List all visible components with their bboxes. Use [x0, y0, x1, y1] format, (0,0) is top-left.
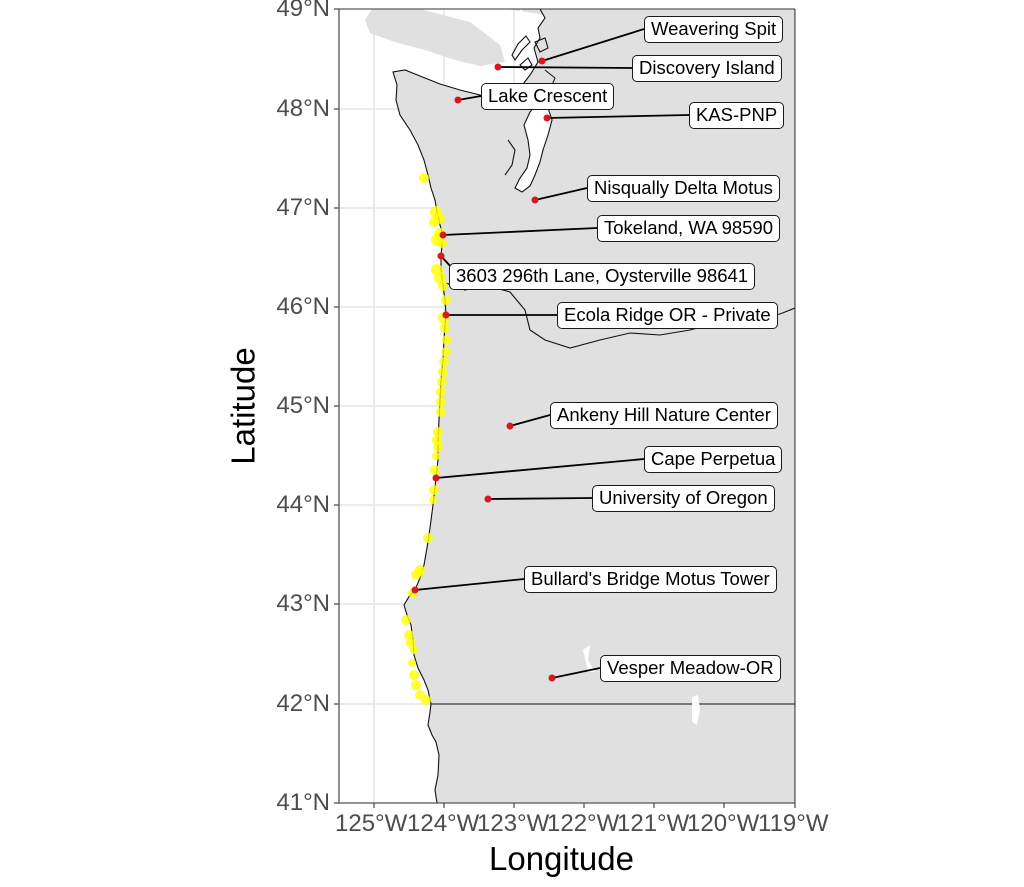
- label-discovery-island: Discovery Island: [632, 55, 782, 82]
- label-cape-perpetua: Cape Perpetua: [644, 446, 783, 473]
- label-tokeland: Tokeland, WA 98590: [597, 215, 781, 242]
- x-tick-125: 125°W: [335, 810, 408, 837]
- y-tick-41: 41°N: [276, 789, 330, 816]
- label-kas-pnp: KAS-PNP: [689, 102, 785, 129]
- label-oysterville: 3603 296th Lane, Oysterville 98641: [449, 263, 756, 290]
- x-tick-123: 123°W: [477, 810, 550, 837]
- axis-ticks: [334, 8, 796, 808]
- coastal-detection-points: [401, 173, 452, 705]
- x-tick-124: 124°W: [407, 810, 480, 837]
- y-tick-43: 43°N: [276, 590, 330, 617]
- y-axis-labels: 49°N 48°N 47°N 46°N 45°N 44°N 43°N 42°N …: [220, 0, 330, 887]
- label-ankeny-hill: Ankeny Hill Nature Center: [550, 402, 778, 429]
- y-tick-44: 44°N: [276, 491, 330, 518]
- label-weavering-spit: Weavering Spit: [644, 16, 784, 43]
- label-university-of-oregon: University of Oregon: [592, 485, 775, 512]
- california-land: [427, 703, 795, 803]
- label-nisqually-delta-motus: Nisqually Delta Motus: [587, 175, 780, 202]
- y-tick-49: 49°N: [276, 0, 330, 22]
- y-axis-title: Latitude: [224, 347, 262, 465]
- puget-sound: [514, 99, 553, 193]
- y-tick-42: 42°N: [276, 690, 330, 717]
- label-ecola-ridge: Ecola Ridge OR - Private: [557, 302, 778, 329]
- label-vesper-meadow: Vesper Meadow-OR: [600, 655, 781, 682]
- label-lake-crescent: Lake Crescent: [481, 83, 615, 110]
- y-tick-47: 47°N: [276, 194, 330, 221]
- y-tick-45: 45°N: [276, 392, 330, 419]
- x-tick-119: 119°W: [758, 810, 829, 837]
- x-tick-122: 122°W: [547, 810, 620, 837]
- y-tick-48: 48°N: [276, 95, 330, 122]
- x-tick-120: 120°W: [687, 810, 760, 837]
- label-leader-lines: [414, 28, 690, 679]
- y-tick-46: 46°N: [276, 293, 330, 320]
- station-points: [411, 57, 556, 682]
- x-axis-title: Longitude: [489, 840, 634, 877]
- x-tick-121: 121°W: [617, 810, 690, 837]
- vancouver-island: [365, 9, 505, 66]
- label-bullards-bridge: Bullard's Bridge Motus Tower: [524, 566, 777, 593]
